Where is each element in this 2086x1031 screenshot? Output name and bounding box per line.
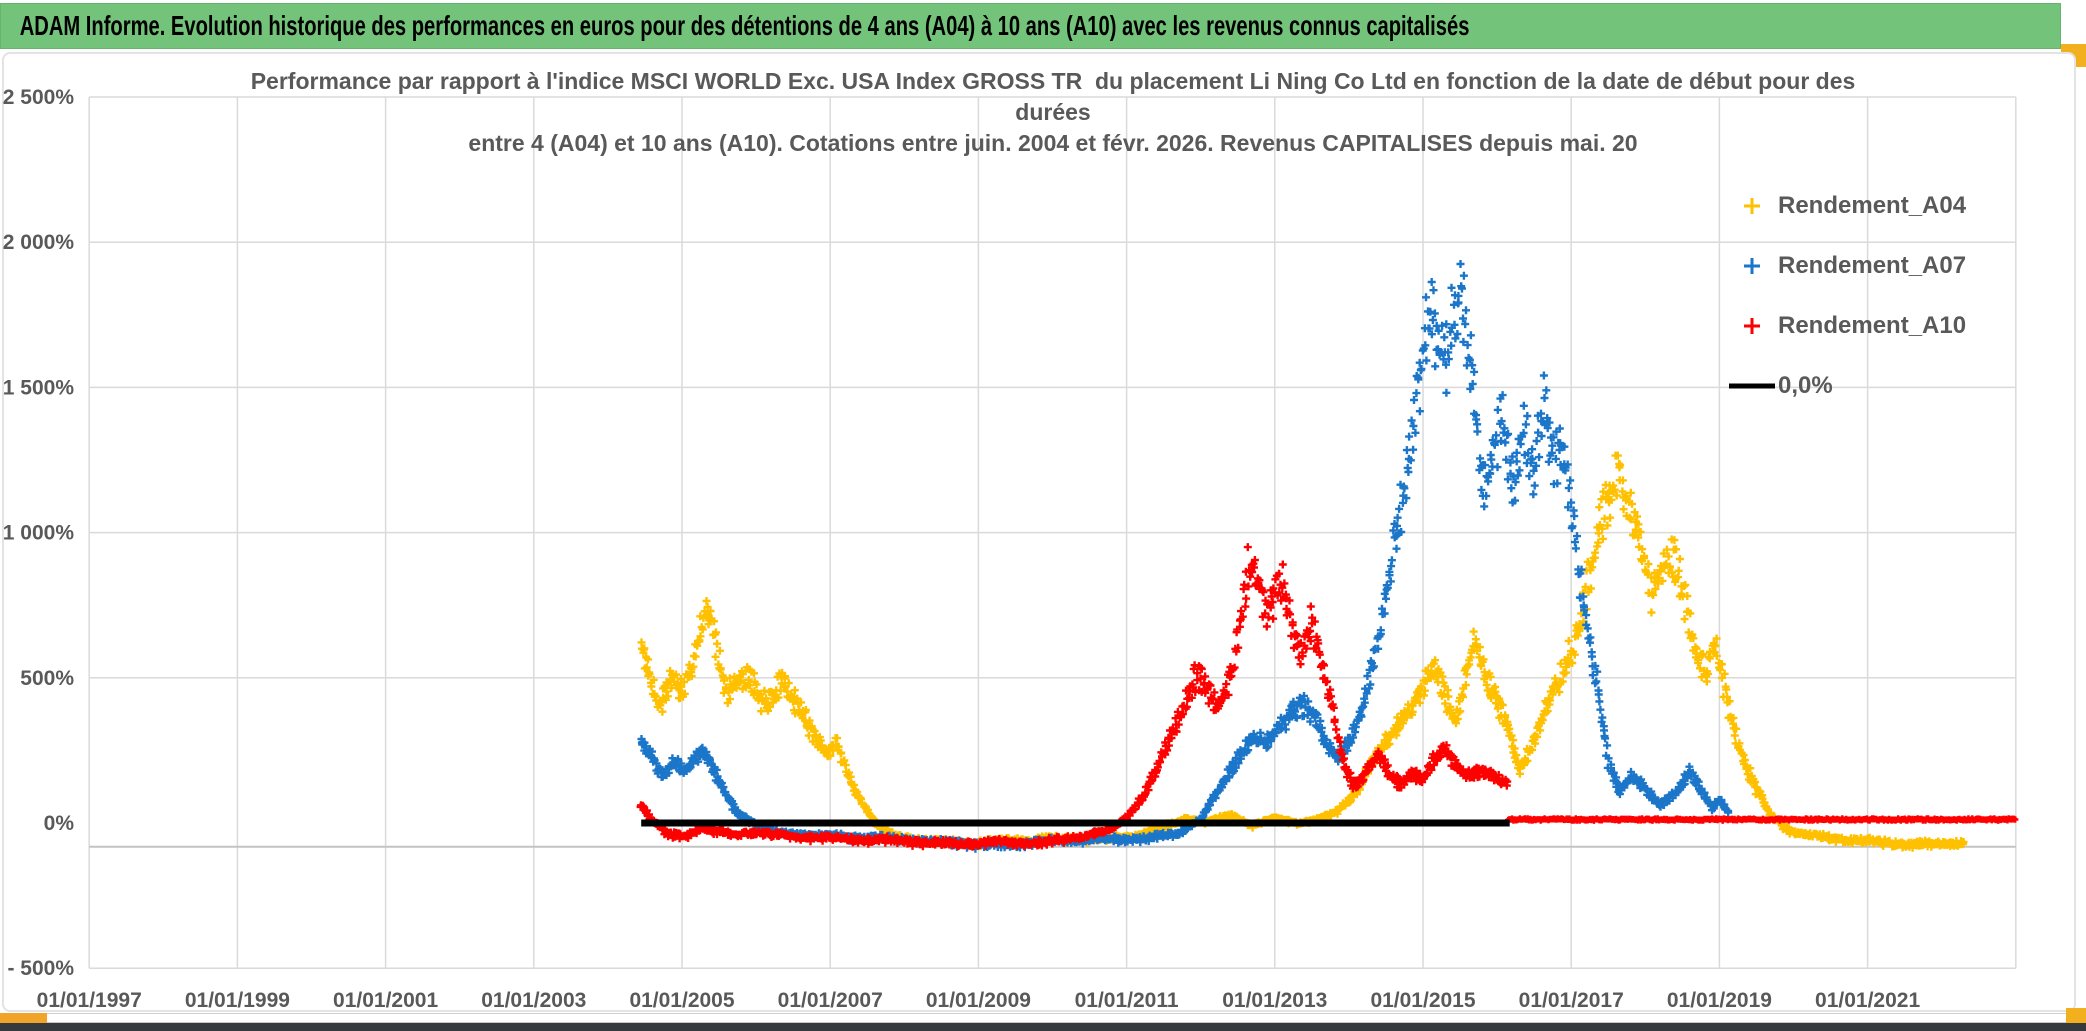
window-bottom-bar <box>0 1023 2086 1031</box>
svg-text:01/01/2013: 01/01/2013 <box>1222 989 1327 1012</box>
title-banner: ADAM Informe. Evolution historique des p… <box>0 3 2061 49</box>
svg-text:01/01/2005: 01/01/2005 <box>629 989 734 1012</box>
plus-marker-icon <box>1726 255 1778 277</box>
chart-title-line3: entre 4 (A04) et 10 ans (A10). Cotations… <box>468 130 1638 156</box>
svg-text:01/01/2001: 01/01/2001 <box>333 989 438 1012</box>
plus-marker-icon <box>1726 195 1778 217</box>
legend-item-rendement-a10[interactable]: Rendement_A10 <box>1726 296 1966 356</box>
x-axis-labels: 01/01/1997 01/01/1999 01/01/2001 01/01/2003… <box>37 989 1921 1012</box>
series-Rendement_A07[interactable] <box>637 260 1733 853</box>
svg-text:2 000%: 2 000% <box>3 231 75 254</box>
line-marker-icon <box>1726 379 1778 393</box>
legend-item-rendement-a04[interactable]: Rendement_A04 <box>1726 176 1966 236</box>
legend-item-rendement-a07[interactable]: Rendement_A07 <box>1726 236 1966 296</box>
y-axis-labels: 2 500% 2 000% 1 500% 1 000% 500% 0% - 500% <box>3 86 75 980</box>
svg-text:01/01/2021: 01/01/2021 <box>1815 989 1920 1012</box>
horizontal-scrollbar[interactable] <box>0 1013 2086 1023</box>
svg-text:1 000%: 1 000% <box>3 522 75 545</box>
chart-title-line2: durées <box>1015 99 1091 125</box>
svg-text:- 500%: - 500% <box>7 957 74 980</box>
gridlines <box>88 96 2017 969</box>
chart-legend: Rendement_A04 Rendement_A07 Rendement_A1… <box>1726 176 1966 416</box>
svg-text:01/01/2009: 01/01/2009 <box>926 989 1031 1012</box>
svg-text:01/01/2011: 01/01/2011 <box>1075 989 1179 1012</box>
svg-text:01/01/2015: 01/01/2015 <box>1370 989 1475 1012</box>
svg-text:01/01/1999: 01/01/1999 <box>185 989 290 1012</box>
banner-title: ADAM Informe. Evolution historique des p… <box>19 10 1470 41</box>
svg-text:2 500%: 2 500% <box>3 86 75 109</box>
svg-text:01/01/2007: 01/01/2007 <box>778 989 883 1012</box>
svg-text:0%: 0% <box>44 812 75 835</box>
legend-item-zero-line[interactable]: 0,0% <box>1726 356 1966 416</box>
legend-label: Rendement_A07 <box>1778 252 1967 279</box>
series-Rendement_A10[interactable] <box>636 543 2019 851</box>
svg-text:01/01/2003: 01/01/2003 <box>481 989 586 1012</box>
legend-label: Rendement_A10 <box>1778 312 1967 339</box>
svg-text:1 500%: 1 500% <box>3 376 75 399</box>
bottom-right-corner-tab <box>2066 1008 2086 1023</box>
plus-marker-icon <box>1726 315 1778 337</box>
chart-title-line1: Performance par rapport à l'indice MSCI … <box>250 68 1856 94</box>
legend-label: Rendement_A04 <box>1778 192 1967 219</box>
svg-text:500%: 500% <box>20 667 74 690</box>
svg-text:01/01/1997: 01/01/1997 <box>37 989 142 1012</box>
scrollbar-thumb[interactable] <box>0 1013 47 1023</box>
legend-label: 0,0% <box>1778 372 1833 399</box>
svg-text:01/01/2017: 01/01/2017 <box>1519 989 1624 1012</box>
svg-text:01/01/2019: 01/01/2019 <box>1667 989 1772 1012</box>
chart-title: Performance par rapport à l'indice MSCI … <box>90 66 2016 159</box>
